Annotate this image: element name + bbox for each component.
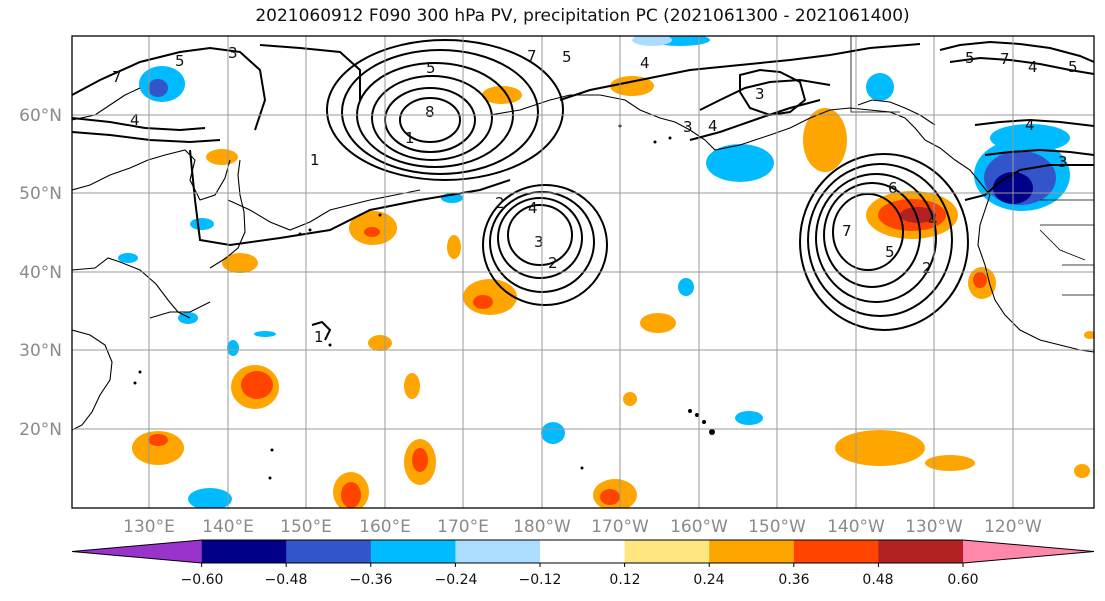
lon-label: 120°W: [984, 517, 1042, 537]
graticule: [72, 36, 1094, 508]
contour-label: 8: [425, 103, 435, 121]
pv-contour-labels: 7 5 3 4 8 5 1 1 4 3 2 7 4 3 5 4 3 6 4 7 …: [112, 44, 1078, 346]
map-frame: [71, 35, 1095, 509]
colorbar-label: 0.36: [778, 572, 809, 588]
contour-label: 5: [426, 59, 436, 77]
contour-label: 4: [640, 54, 650, 72]
political-borders: [850, 36, 1094, 296]
colorbar-label: 0.24: [693, 572, 724, 588]
contour-label: 7: [1000, 50, 1010, 68]
lon-label: 130°W: [905, 517, 963, 537]
colorbar-segment: [286, 540, 372, 563]
lat-label: 40°N: [19, 263, 62, 283]
colorbar-label: 0.12: [609, 572, 640, 588]
colorbar: [71, 539, 1095, 567]
contour-label: 1: [405, 129, 415, 147]
contour-label: 5: [562, 48, 572, 66]
contour-label: 1: [314, 328, 324, 346]
lon-label: 170°W: [591, 517, 649, 537]
contour-label: 2: [495, 194, 505, 212]
lon-label: 140°W: [827, 517, 885, 537]
colorbar-extend-min: [72, 540, 202, 563]
contour-label: 7: [527, 47, 537, 65]
contour-label: 3: [534, 233, 544, 251]
colorbar-segment: [793, 540, 879, 563]
contour-label: 2: [548, 254, 558, 272]
colorbar-label: 0.48: [862, 572, 893, 588]
contour-label: 5: [175, 52, 185, 70]
contour-label: 3: [228, 44, 238, 62]
islands: [133, 124, 715, 480]
contour-label: 7: [842, 222, 852, 240]
latitude-labels: 60°N 50°N 40°N 30°N 20°N: [19, 106, 62, 440]
lon-label: 170°E: [437, 517, 489, 537]
colorbar-segment: [624, 540, 710, 563]
lon-label: 150°E: [280, 517, 332, 537]
contour-label: 3: [755, 85, 765, 103]
contour-label: 4: [928, 211, 938, 229]
contour-label: 5: [965, 49, 975, 67]
contour-label: 4: [130, 111, 140, 129]
lon-label: 180°W: [513, 517, 571, 537]
lon-label: 150°W: [748, 517, 806, 537]
contour-label: 3: [683, 118, 693, 136]
contour-label: 4: [708, 117, 718, 135]
colorbar-segment: [201, 540, 287, 563]
colorbar-segment: [709, 540, 795, 563]
colorbar-segment: [455, 540, 541, 563]
colorbar-segment: [878, 540, 964, 563]
colorbar-label: −0.60: [181, 572, 224, 588]
contour-label: 6: [888, 179, 898, 197]
contour-label: 5: [885, 243, 895, 261]
contour-label: 1: [310, 151, 320, 169]
contour-label: 2: [922, 259, 932, 277]
colorbar-label: −0.48: [265, 572, 308, 588]
lat-label: 60°N: [19, 106, 62, 126]
contour-label: 4: [1025, 116, 1035, 134]
colorbar-label: −0.24: [435, 572, 478, 588]
colorbar-segment: [370, 540, 456, 563]
colorbar-extend-max: [963, 540, 1094, 563]
colorbar-label: −0.36: [350, 572, 393, 588]
lon-label: 160°E: [359, 517, 411, 537]
longitude-labels: 130°E 140°E 150°E 160°E 170°E 180°W 170°…: [123, 517, 1042, 537]
colorbar-segment: [540, 540, 626, 563]
lat-label: 50°N: [19, 184, 62, 204]
colorbar-labels: −0.60 −0.48 −0.36 −0.24 −0.12 0.12 0.24 …: [181, 572, 979, 588]
contour-label: 3: [1058, 153, 1068, 171]
contour-label: 5: [1068, 58, 1078, 76]
lat-label: 20°N: [19, 420, 62, 440]
lon-label: 140°E: [202, 517, 254, 537]
colorbar-label: 0.60: [947, 572, 978, 588]
contour-label: 4: [1028, 58, 1038, 76]
lat-label: 30°N: [19, 341, 62, 361]
contour-label: 7: [112, 68, 122, 86]
map-title: 2021060912 F090 300 hPa PV, precipitatio…: [255, 6, 910, 26]
lon-label: 130°E: [123, 517, 175, 537]
colorbar-label: −0.12: [519, 572, 562, 588]
lon-label: 160°W: [670, 517, 728, 537]
contour-label: 4: [528, 199, 538, 217]
